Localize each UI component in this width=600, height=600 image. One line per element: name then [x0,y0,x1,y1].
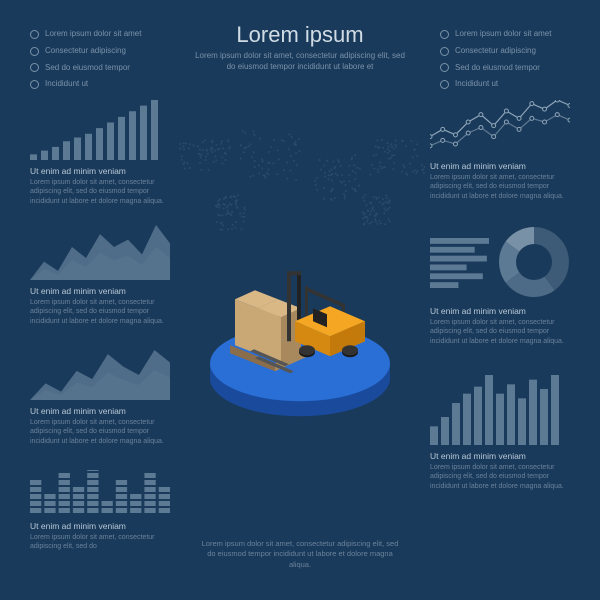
panel-bar-chart-1: Ut enim ad minim veniam Lorem ipsum dolo… [30,100,170,206]
panel-body: Lorem ipsum dolor sit amet, consectetur … [430,318,570,346]
bullet-circle-icon [30,63,39,72]
bullet-circle-icon [30,30,39,39]
bullet-circle-icon [30,47,39,56]
panel-heading: Ut enim ad minim veniam [30,521,170,531]
bullet-item: Sed do eiusmod tempor [30,62,160,75]
footer-text: Lorem ipsum dolor sit amet, consectetur … [200,539,400,571]
bullet-text: Sed do eiusmod tempor [455,62,540,75]
bullet-list-right: Lorem ipsum dolor sit amet Consectetur ad… [440,28,570,95]
bullet-text: Lorem ipsum dolor sit amet [45,28,141,41]
panel-area-chart-2: Ut enim ad minim veniam Lorem ipsum dolo… [30,350,170,446]
panel-heading: Ut enim ad minim veniam [30,166,170,176]
panel-area-chart-1: Ut enim ad minim veniam Lorem ipsum dolo… [30,225,170,326]
bullet-item: Consectetur adipiscing [440,45,570,58]
bullet-text: Lorem ipsum dolor sit amet [455,28,551,41]
bullet-item: Consectetur adipiscing [30,45,160,58]
panel-heading: Ut enim ad minim veniam [430,306,570,316]
panel-body: Lorem ipsum dolor sit amet, consectetur … [30,533,170,552]
panel-line-chart: Ut enim ad minim veniam Lorem ipsum dolo… [430,100,570,201]
bullet-circle-icon [440,47,449,56]
panel-body: Lorem ipsum dolor sit amet, consectetur … [430,173,570,201]
panel-bar-chart-2: Ut enim ad minim veniam Lorem ipsum dolo… [430,375,570,491]
bullet-circle-icon [440,63,449,72]
bullet-circle-icon [440,80,449,89]
bullet-item: Lorem ipsum dolor sit amet [440,28,570,41]
bullet-text: Incididunt ut [45,78,88,91]
page-subtitle: Lorem ipsum dolor sit amet, consectetur … [190,50,410,72]
bullet-item: Lorem ipsum dolor sit amet [30,28,160,41]
forklift-illustration [190,228,410,433]
bullet-item: Incididunt ut [440,78,570,91]
bullet-list-left: Lorem ipsum dolor sit amet Consectetur ad… [30,28,160,95]
panel-donut-chart: Ut enim ad minim veniam Lorem ipsum dolo… [430,225,570,346]
panel-equalizer-chart: Ut enim ad minim veniam Lorem ipsum dolo… [30,470,170,552]
panel-body: Lorem ipsum dolor sit amet, consectetur … [30,298,170,326]
bullet-text: Incididunt ut [455,78,498,91]
bullet-circle-icon [30,80,39,89]
bullet-item: Incididunt ut [30,78,160,91]
panel-heading: Ut enim ad minim veniam [30,286,170,296]
panel-heading: Ut enim ad minim veniam [30,406,170,416]
bullet-item: Sed do eiusmod tempor [440,62,570,75]
panel-body: Lorem ipsum dolor sit amet, consectetur … [430,463,570,491]
bullet-text: Sed do eiusmod tempor [45,62,130,75]
bullet-text: Consectetur adipiscing [455,45,536,58]
panel-body: Lorem ipsum dolor sit amet, consectetur … [30,418,170,446]
panel-heading: Ut enim ad minim veniam [430,161,570,171]
bullet-circle-icon [440,30,449,39]
panel-heading: Ut enim ad minim veniam [430,451,570,461]
bullet-text: Consectetur adipiscing [45,45,126,58]
panel-body: Lorem ipsum dolor sit amet, consectetur … [30,178,170,206]
